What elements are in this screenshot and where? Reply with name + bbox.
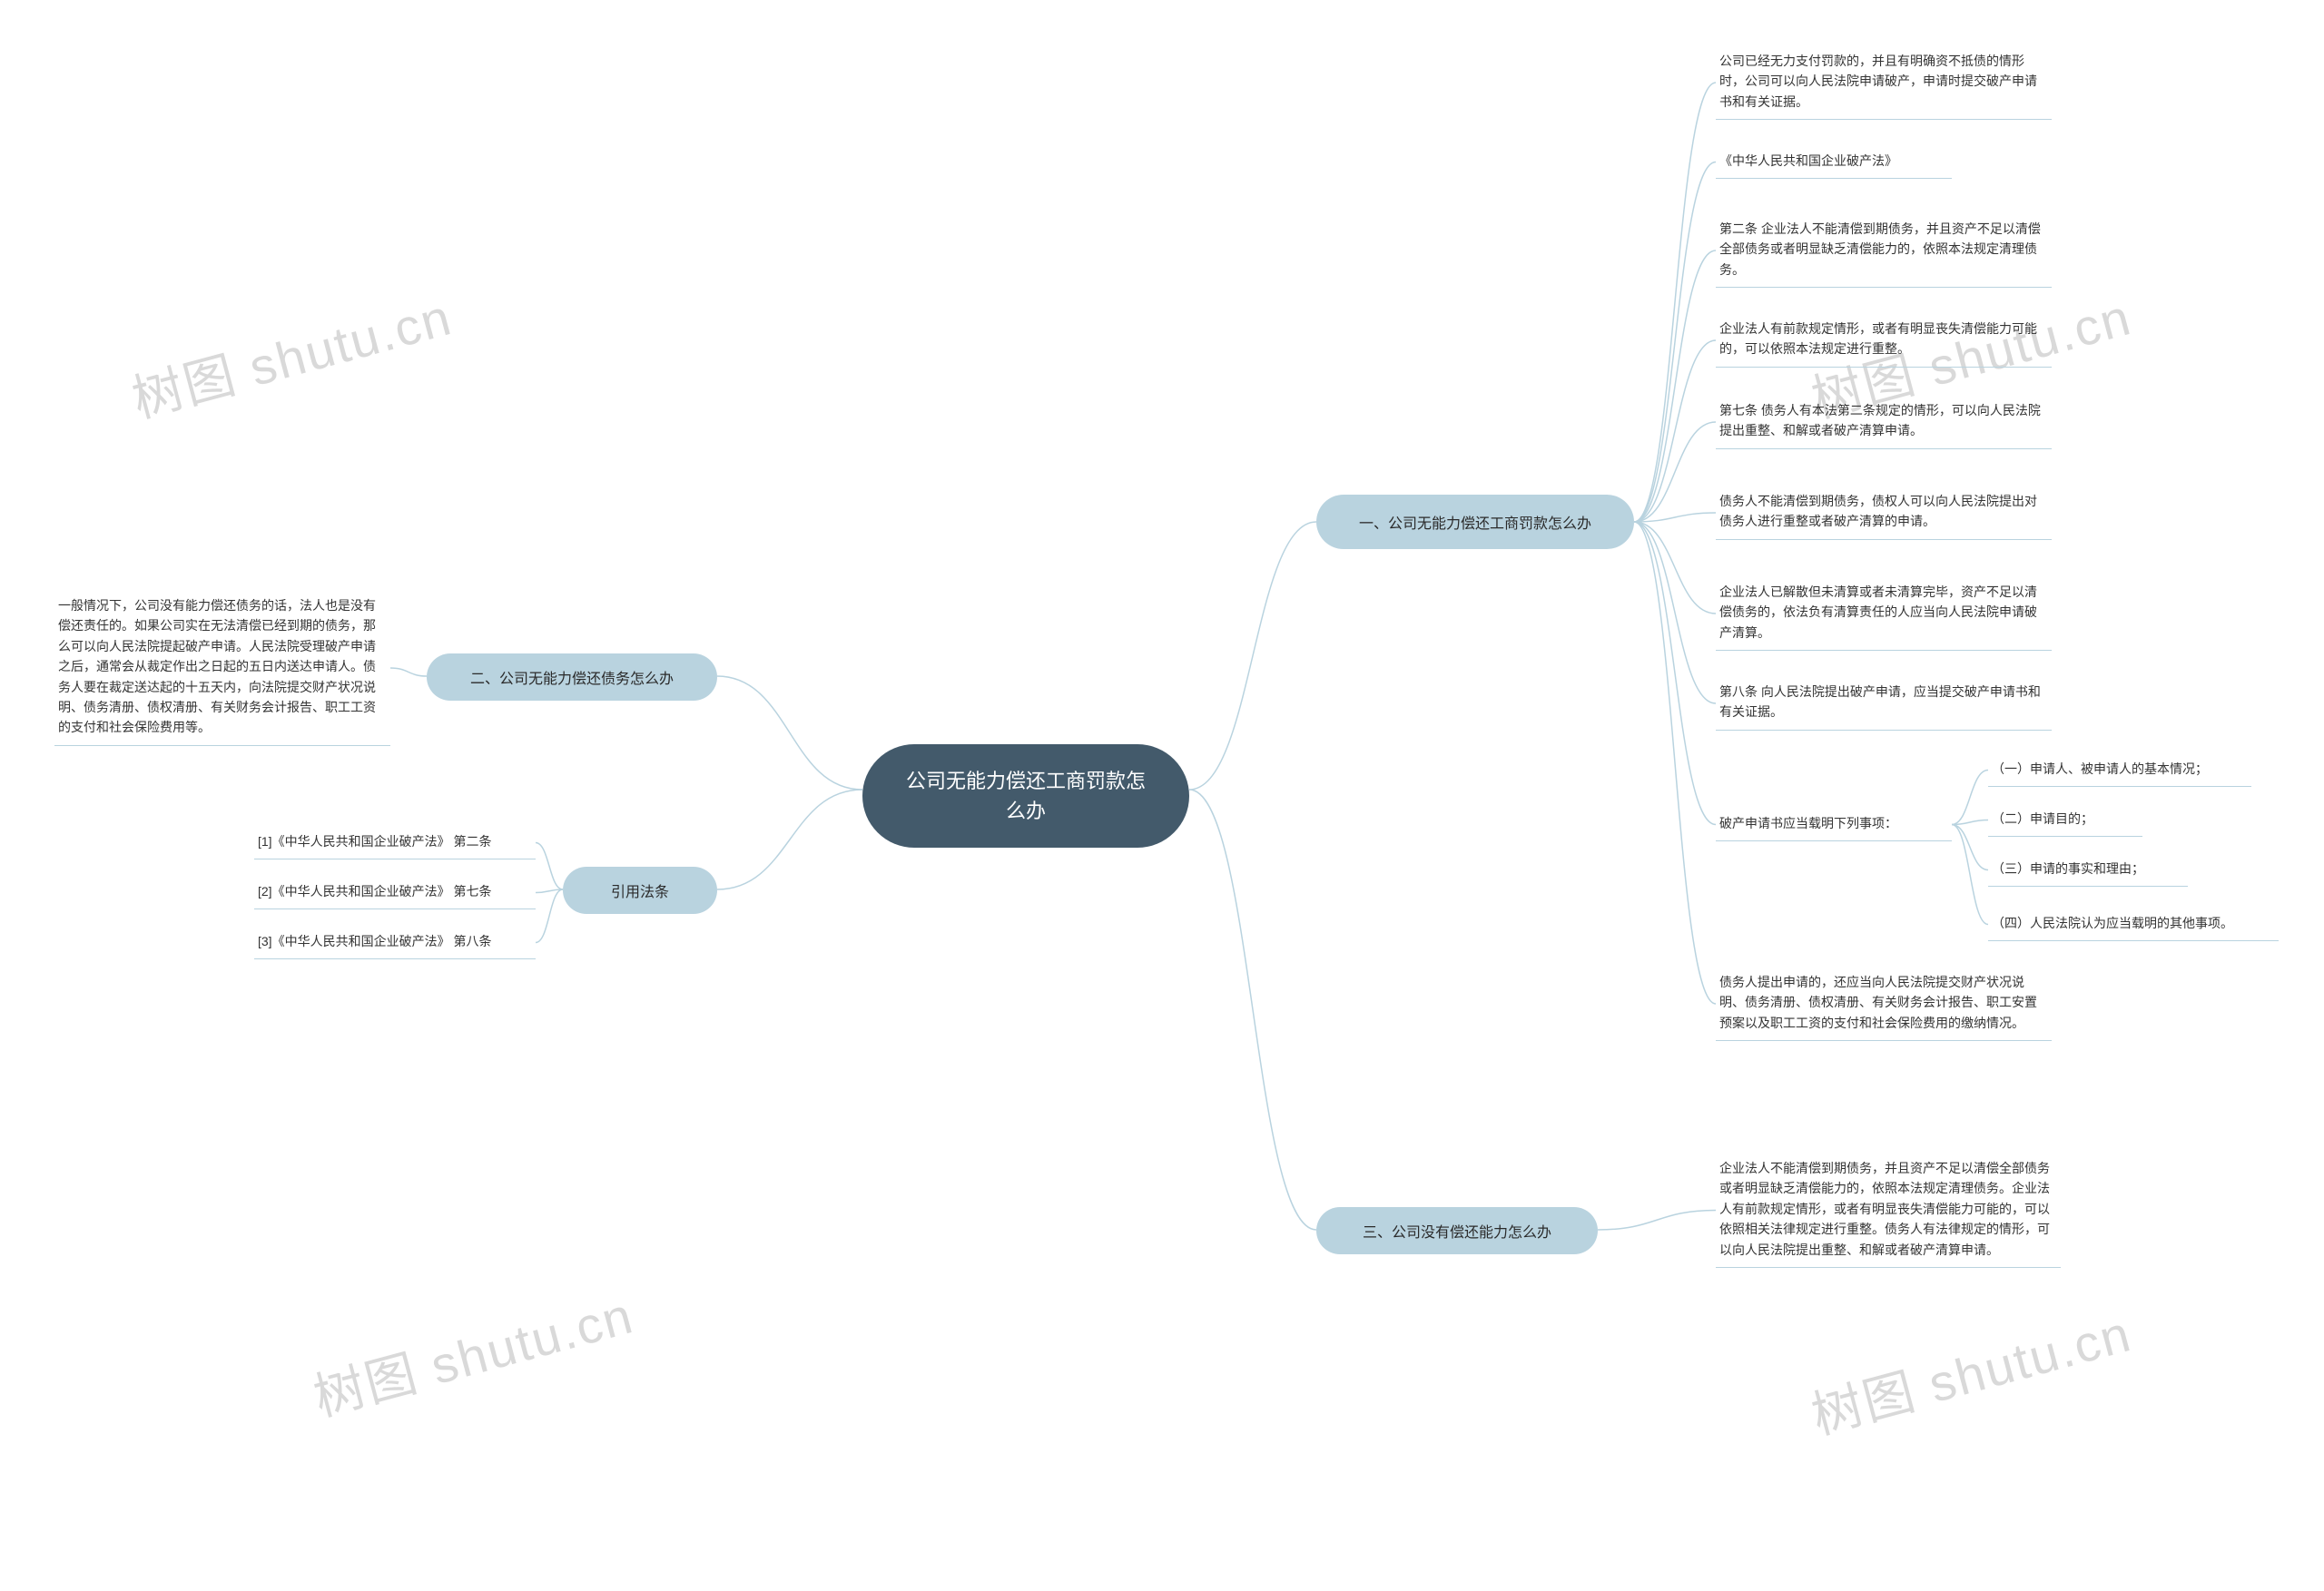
leaf-node: [3]《中华人民共和国企业破产法》 第八条: [254, 926, 536, 959]
leaf-node: 公司已经无力支付罚款的，并且有明确资不抵债的情形时，公司可以向人民法院申请破产，…: [1716, 45, 2052, 120]
leaf-node: 企业法人不能清偿到期债务，并且资产不足以清偿全部债务或者明显缺乏清偿能力的，依照…: [1716, 1153, 2061, 1268]
branch-node: 一、公司无能力偿还工商罚款怎么办: [1316, 495, 1634, 549]
branch-node: 二、公司无能力偿还债务怎么办: [427, 653, 717, 701]
watermark: 树图 shutu.cn: [123, 277, 459, 433]
leaf-node: [1]《中华人民共和国企业破产法》 第二条: [254, 826, 536, 859]
leaf-node: （三）申请的事实和理由；: [1988, 853, 2188, 887]
root-node: 公司无能力偿还工商罚款怎么办: [862, 744, 1189, 848]
leaf-node: （四）人民法院认为应当载明的其他事项。: [1988, 908, 2279, 941]
leaf-node: 企业法人有前款规定情形，或者有明显丧失清偿能力可能的，可以依照本法规定进行重整。: [1716, 313, 2052, 368]
watermark: 树图 shutu.cn: [1803, 1293, 2139, 1449]
leaf-node: 一般情况下，公司没有能力偿还债务的话，法人也是没有偿还责任的。如果公司实在无法清…: [54, 590, 390, 746]
leaf-node: 债务人不能清偿到期债务，债权人可以向人民法院提出对债务人进行重整或者破产清算的申…: [1716, 486, 2052, 540]
leaf-node: [2]《中华人民共和国企业破产法》 第七条: [254, 876, 536, 909]
leaf-node: 《中华人民共和国企业破产法》: [1716, 145, 1952, 179]
leaf-node: 破产申请书应当载明下列事项：: [1716, 808, 1952, 841]
root-label: 公司无能力偿还工商罚款怎么办: [899, 766, 1153, 826]
leaf-node: 第二条 企业法人不能清偿到期债务，并且资产不足以清偿全部债务或者明显缺乏清偿能力…: [1716, 213, 2052, 288]
watermark: 树图 shutu.cn: [305, 1275, 641, 1431]
leaf-node: 债务人提出申请的，还应当向人民法院提交财产状况说明、债务清册、债权清册、有关财务…: [1716, 967, 2052, 1041]
leaf-node: 第八条 向人民法院提出破产申请，应当提交破产申请书和有关证据。: [1716, 676, 2052, 731]
leaf-node: 企业法人已解散但未清算或者未清算完毕，资产不足以清偿债务的，依法负有清算责任的人…: [1716, 576, 2052, 651]
leaf-node: （二）申请目的；: [1988, 803, 2142, 837]
leaf-node: 第七条 债务人有本法第二条规定的情形，可以向人民法院提出重整、和解或者破产清算申…: [1716, 395, 2052, 449]
branch-node: 三、公司没有偿还能力怎么办: [1316, 1207, 1598, 1254]
leaf-node: （一）申请人、被申请人的基本情况；: [1988, 753, 2251, 787]
branch-node: 引用法条: [563, 867, 717, 914]
